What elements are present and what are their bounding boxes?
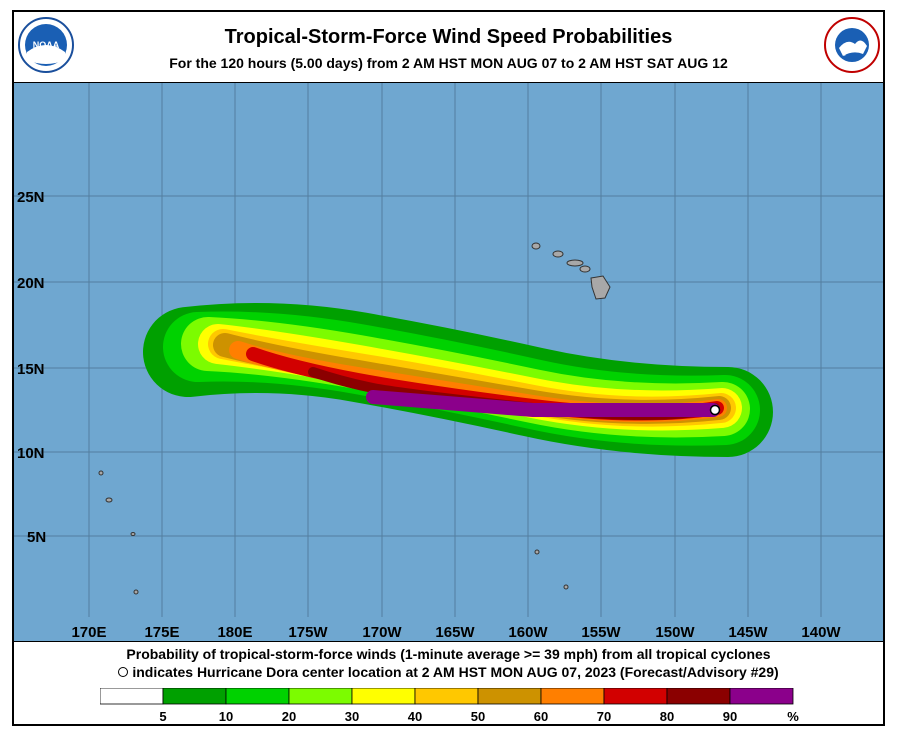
lon-label: 145W [728, 624, 768, 641]
lon-label: 175E [144, 624, 179, 641]
legend-swatch [351, 688, 416, 705]
legend-label: 30 [345, 709, 359, 724]
probability-swath [143, 303, 773, 457]
lon-label: 175W [288, 624, 328, 641]
legend-swatch [100, 688, 164, 705]
chart-subtitle: For the 120 hours (5.00 days) from 2 AM … [169, 55, 728, 71]
color-legend: 5 10 20 30 40 50 60 70 80 90% [100, 688, 799, 724]
nws-logo [824, 17, 880, 73]
storm-center-legend-icon [118, 667, 129, 678]
lon-label: 150W [655, 624, 695, 641]
lat-label: 20N [17, 275, 45, 292]
noaa-logo: NOAA [18, 17, 74, 73]
legend-swatch [540, 688, 605, 705]
legend-swatch [477, 688, 542, 705]
lon-label: 165W [435, 624, 475, 641]
legend-swatch [603, 688, 668, 705]
legend-label: 5 [159, 709, 166, 724]
probability-map: 25N 20N 15N 10N 5N 170E 175E 180E 175W 1… [13, 82, 884, 642]
storm-center-marker [709, 404, 721, 416]
longitude-label-strip [13, 617, 884, 642]
svg-text:NOAA: NOAA [33, 40, 60, 50]
legend-label: 40 [408, 709, 422, 724]
legend-label: 60 [534, 709, 548, 724]
lat-label: 25N [17, 189, 45, 206]
lat-label: 15N [17, 361, 45, 378]
legend-swatch [729, 688, 794, 705]
hawaiian-islands [98, 242, 611, 595]
lon-label: 155W [581, 624, 621, 641]
lon-label: 140W [801, 624, 841, 641]
legend-swatch [288, 688, 353, 705]
swath-band-max [366, 390, 720, 417]
legend-swatch [162, 688, 227, 705]
lat-label: 5N [27, 529, 46, 546]
caption-line-2-text: indicates Hurricane Dora center location… [132, 664, 779, 680]
lat-label: 10N [17, 445, 45, 462]
legend-swatch [414, 688, 479, 705]
legend-unit: % [787, 709, 799, 724]
longitude-labels: 170E 175E 180E 175W 170W 165W 160W 155W … [71, 624, 841, 641]
legend-swatch [666, 688, 731, 705]
lon-label: 170W [362, 624, 402, 641]
caption-line-2: indicates Hurricane Dora center location… [0, 664, 897, 680]
chart-title: Tropical-Storm-Force Wind Speed Probabil… [224, 26, 673, 48]
caption-line-1: Probability of tropical-storm-force wind… [126, 646, 771, 662]
lon-label: 160W [508, 624, 548, 641]
legend-swatch [225, 688, 290, 705]
legend-label: 20 [282, 709, 296, 724]
legend-label: 90 [723, 709, 737, 724]
lon-label: 170E [71, 624, 106, 641]
legend-label: 50 [471, 709, 485, 724]
legend-label: 70 [597, 709, 611, 724]
legend-label: 10 [219, 709, 233, 724]
legend-label: 80 [660, 709, 674, 724]
latitude-labels: 25N 20N 15N 10N 5N [17, 189, 46, 546]
lon-label: 180E [217, 624, 252, 641]
